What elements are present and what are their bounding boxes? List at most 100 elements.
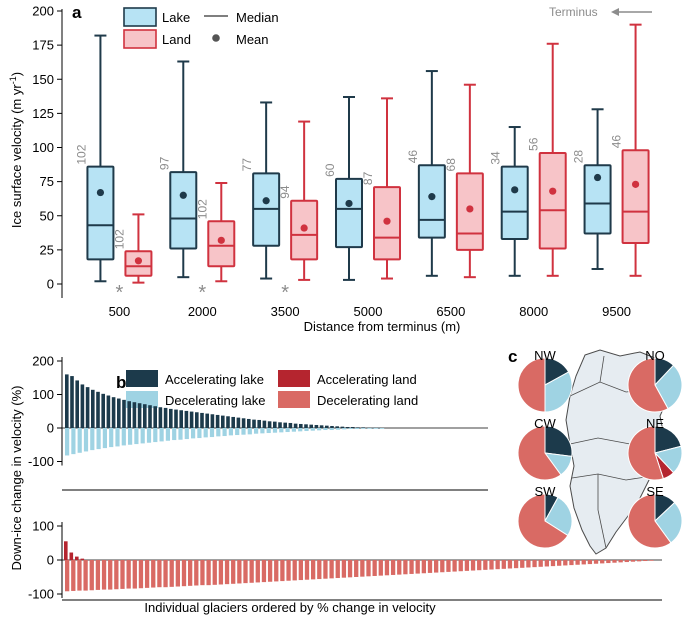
panel-a-ylabel: Ice surface velocity (m yr-1) <box>8 72 24 228</box>
bar-accel-lake <box>325 425 329 428</box>
bar-accel-lake <box>267 421 272 428</box>
bar-decel-lake <box>96 428 101 450</box>
bar-accel-lake <box>137 403 142 428</box>
box-mean <box>593 173 602 182</box>
bar-decel-land <box>169 560 174 587</box>
bar-decel-land <box>101 560 107 590</box>
bar-decel-land <box>188 560 193 586</box>
bar-accel-lake <box>179 410 183 428</box>
lake-box-6500: 46 <box>406 70 446 277</box>
legend-mean-dot <box>212 34 220 42</box>
bar-decel-land <box>132 560 137 589</box>
bar-decel-land <box>243 560 248 584</box>
panel-c-label: c <box>508 347 517 366</box>
bottom-y-tick-label: 100 <box>32 519 54 534</box>
bar-decel-land <box>403 560 408 575</box>
bar-decel-land <box>636 560 642 562</box>
pie-region-label: NW <box>534 348 556 363</box>
land-box-6500: 68 <box>444 83 484 279</box>
bar-decel-lake <box>317 428 322 431</box>
bar-accel-lake <box>80 384 85 428</box>
panel-b-xlabel: Individual glaciers ordered by % change … <box>144 600 436 615</box>
box-mean <box>217 236 225 244</box>
pie-nw: NW <box>517 348 573 413</box>
bar-accel-lake <box>371 427 376 429</box>
bar-decel-lake <box>115 428 120 447</box>
y-tick-label: 75 <box>40 174 54 189</box>
bar-accel-lake <box>319 425 324 428</box>
box-mean <box>179 191 187 199</box>
bar-decel-lake <box>90 428 95 451</box>
panel-c: c NW NO CW NE SW SE <box>508 347 683 555</box>
bar-accel-lake <box>221 415 225 428</box>
bar-decel-land <box>311 560 316 580</box>
box-iqr <box>621 149 650 245</box>
bar-decel-land <box>581 560 586 565</box>
bar-accel-lake <box>117 398 121 428</box>
panel-a-label: a <box>72 3 82 22</box>
bar-decel-lake <box>65 428 70 456</box>
pie-slice <box>654 425 682 454</box>
bar-decel-land <box>575 560 580 565</box>
bar-accel-lake <box>241 418 246 428</box>
box-iqr <box>500 165 529 240</box>
bar-accel-lake <box>91 389 95 428</box>
x-tick-label: 9500 <box>602 304 631 319</box>
bar-accel-land <box>75 556 79 560</box>
box-mean <box>262 197 270 205</box>
bar-decel-land <box>249 560 254 583</box>
bar-accel-lake <box>330 425 334 428</box>
bar-decel-lake <box>178 428 183 440</box>
y-tick-label: 0 <box>47 277 54 292</box>
bar-decel-land <box>341 560 347 578</box>
bar-decel-land <box>286 560 291 581</box>
bar-accel-lake <box>377 427 381 429</box>
pie-ne: NE <box>627 416 683 481</box>
bar-decel-land <box>390 560 396 575</box>
bar-accel-lake <box>158 407 163 428</box>
box-mean <box>549 187 557 195</box>
bar-accel-lake <box>148 405 152 428</box>
bar-accel-lake <box>111 397 116 428</box>
bar-decel-lake <box>77 428 82 453</box>
legend-decel-land-swatch <box>278 391 310 408</box>
bar-decel-land <box>649 560 654 561</box>
bar-decel-land <box>366 560 371 577</box>
pie-slice <box>544 425 573 457</box>
bar-decel-land <box>372 560 377 576</box>
bar-decel-land <box>587 560 593 565</box>
bar-accel-lake <box>101 393 105 428</box>
sample-count: 102 <box>74 144 88 164</box>
panel-b-bars <box>64 374 654 592</box>
bar-decel-land <box>280 560 285 582</box>
bar-decel-lake <box>373 428 378 429</box>
bar-accel-lake <box>314 424 319 428</box>
bar-accel-lake <box>335 426 339 428</box>
bar-decel-land <box>163 560 168 588</box>
bar-accel-lake <box>184 410 189 428</box>
bar-decel-land <box>200 560 205 586</box>
x-tick-label: 8000 <box>519 304 548 319</box>
bar-accel-lake <box>195 412 199 428</box>
bar-accel-lake <box>356 427 360 429</box>
bar-decel-lake <box>121 428 126 446</box>
sample-count: 46 <box>610 135 624 149</box>
bar-accel-lake <box>215 414 220 428</box>
bar-decel-lake <box>260 428 265 434</box>
bar-accel-land <box>69 552 74 560</box>
bar-decel-land <box>569 560 574 566</box>
bar-decel-lake <box>310 428 315 431</box>
y-tick-label: 50 <box>40 208 54 223</box>
bar-decel-land <box>397 560 402 575</box>
bar-decel-land <box>489 560 494 570</box>
y-tick-label: 200 <box>32 4 54 19</box>
pie-slice <box>544 496 573 537</box>
legend-decel-land-label: Decelerating land <box>317 393 418 408</box>
panel-c-pies: NW NO CW NE SW SE <box>517 348 683 549</box>
lake-box-9500: 28 <box>572 108 612 270</box>
pie-cw: CW <box>517 416 573 481</box>
pie-region-label: SE <box>646 484 664 499</box>
bar-decel-land <box>557 560 562 566</box>
significance-marker: * <box>198 282 206 304</box>
x-tick-label: 5000 <box>354 304 383 319</box>
